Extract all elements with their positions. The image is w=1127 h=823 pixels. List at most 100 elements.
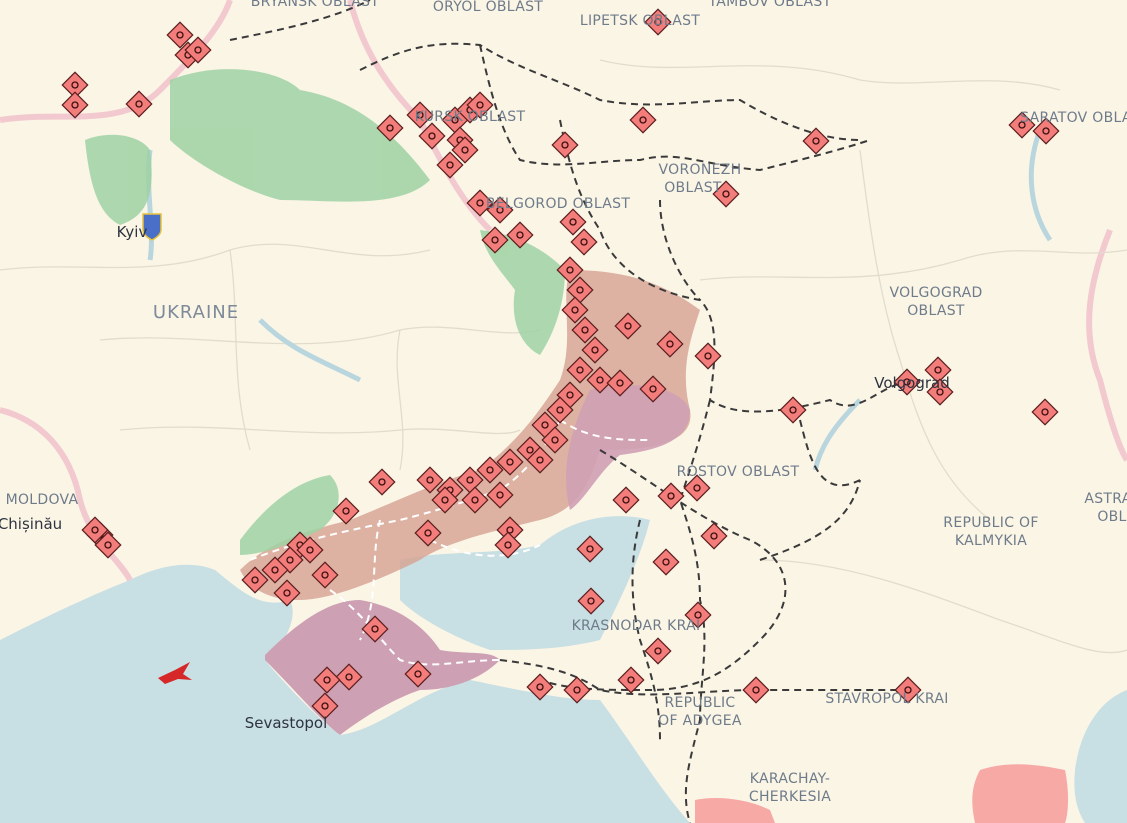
event-marker[interactable]: [81, 516, 109, 544]
region-label: ASTRA: [1084, 491, 1127, 507]
event-marker[interactable]: [779, 396, 807, 424]
marker-icon: [71, 81, 79, 89]
event-marker[interactable]: [629, 106, 657, 134]
event-marker[interactable]: [652, 548, 680, 576]
marker-icon: [428, 132, 436, 140]
event-marker[interactable]: [416, 466, 444, 494]
marker-icon: [176, 31, 184, 39]
event-marker[interactable]: [924, 356, 952, 384]
event-marker[interactable]: [581, 336, 609, 364]
event-marker[interactable]: [546, 396, 574, 424]
region-label: CHERKESIA: [749, 789, 831, 805]
event-marker[interactable]: [481, 226, 509, 254]
event-marker[interactable]: [566, 276, 594, 304]
marker-icon: [722, 190, 730, 198]
event-marker[interactable]: [566, 356, 594, 384]
event-marker[interactable]: [694, 342, 722, 370]
event-marker[interactable]: [742, 676, 770, 704]
event-marker[interactable]: [61, 91, 89, 119]
event-marker[interactable]: [614, 312, 642, 340]
marker-icon: [1041, 408, 1049, 416]
event-marker[interactable]: [311, 692, 339, 720]
event-marker[interactable]: [1031, 398, 1059, 426]
event-marker[interactable]: [526, 446, 554, 474]
region-label: STAVROPOL KRAI: [825, 691, 948, 707]
event-marker[interactable]: [612, 486, 640, 514]
event-marker[interactable]: [313, 666, 341, 694]
event-marker[interactable]: [94, 531, 122, 559]
marker-icon: [587, 597, 595, 605]
event-marker[interactable]: [451, 136, 479, 164]
event-marker[interactable]: [296, 536, 324, 564]
event-marker[interactable]: [657, 482, 685, 510]
event-marker[interactable]: [125, 90, 153, 118]
event-marker[interactable]: [486, 196, 514, 224]
event-marker[interactable]: [166, 21, 194, 49]
event-marker[interactable]: [644, 637, 672, 665]
event-marker[interactable]: [311, 561, 339, 589]
event-marker[interactable]: [261, 556, 289, 584]
event-marker[interactable]: [273, 579, 301, 607]
event-marker[interactable]: [184, 36, 212, 64]
event-marker[interactable]: [1032, 117, 1060, 145]
event-marker[interactable]: [894, 676, 922, 704]
event-marker[interactable]: [404, 660, 432, 688]
event-marker[interactable]: [712, 180, 740, 208]
event-marker[interactable]: [586, 366, 614, 394]
event-marker[interactable]: [926, 378, 954, 406]
event-marker[interactable]: [431, 486, 459, 514]
marker-icon: [551, 436, 559, 444]
event-marker[interactable]: [368, 468, 396, 496]
event-marker[interactable]: [893, 368, 921, 396]
region-label: VORONEZH: [659, 162, 742, 178]
event-marker[interactable]: [461, 486, 489, 514]
event-marker[interactable]: [376, 114, 404, 142]
event-marker[interactable]: [559, 208, 587, 236]
event-marker[interactable]: [576, 535, 604, 563]
event-marker[interactable]: [332, 497, 360, 525]
event-marker[interactable]: [684, 601, 712, 629]
event-marker[interactable]: [577, 587, 605, 615]
event-marker[interactable]: [1008, 111, 1036, 139]
event-marker[interactable]: [335, 663, 363, 691]
marker-icon: [251, 576, 259, 584]
event-marker[interactable]: [61, 71, 89, 99]
event-marker[interactable]: [563, 676, 591, 704]
event-marker[interactable]: [494, 531, 522, 559]
event-marker[interactable]: [456, 466, 484, 494]
event-marker[interactable]: [656, 330, 684, 358]
event-marker[interactable]: [700, 522, 728, 550]
event-marker[interactable]: [526, 673, 554, 701]
event-marker[interactable]: [551, 131, 579, 159]
event-marker[interactable]: [506, 221, 534, 249]
region-label: KURSK OBLAST: [415, 109, 526, 125]
event-marker[interactable]: [541, 426, 569, 454]
event-marker[interactable]: [683, 474, 711, 502]
event-marker[interactable]: [466, 91, 494, 119]
region-label: OBLAST: [664, 180, 722, 196]
event-marker[interactable]: [556, 256, 584, 284]
event-marker[interactable]: [617, 666, 645, 694]
event-marker[interactable]: [802, 127, 830, 155]
event-marker[interactable]: [414, 519, 442, 547]
event-marker[interactable]: [644, 8, 672, 36]
marker-icon: [561, 141, 569, 149]
event-marker[interactable]: [436, 151, 464, 179]
event-marker[interactable]: [406, 101, 434, 129]
marker-icon: [566, 391, 574, 399]
marker-icon: [581, 326, 589, 334]
event-marker[interactable]: [361, 615, 389, 643]
event-marker[interactable]: [466, 189, 494, 217]
event-marker[interactable]: [570, 228, 598, 256]
event-marker[interactable]: [486, 481, 514, 509]
event-marker[interactable]: [571, 316, 599, 344]
event-marker[interactable]: [476, 456, 504, 484]
event-marker[interactable]: [241, 566, 269, 594]
region-label: OBL: [1097, 509, 1126, 525]
marker-icon: [414, 670, 422, 678]
event-marker[interactable]: [606, 369, 634, 397]
event-marker[interactable]: [418, 122, 446, 150]
event-marker[interactable]: [496, 448, 524, 476]
event-marker[interactable]: [639, 375, 667, 403]
event-marker[interactable]: [561, 296, 589, 324]
